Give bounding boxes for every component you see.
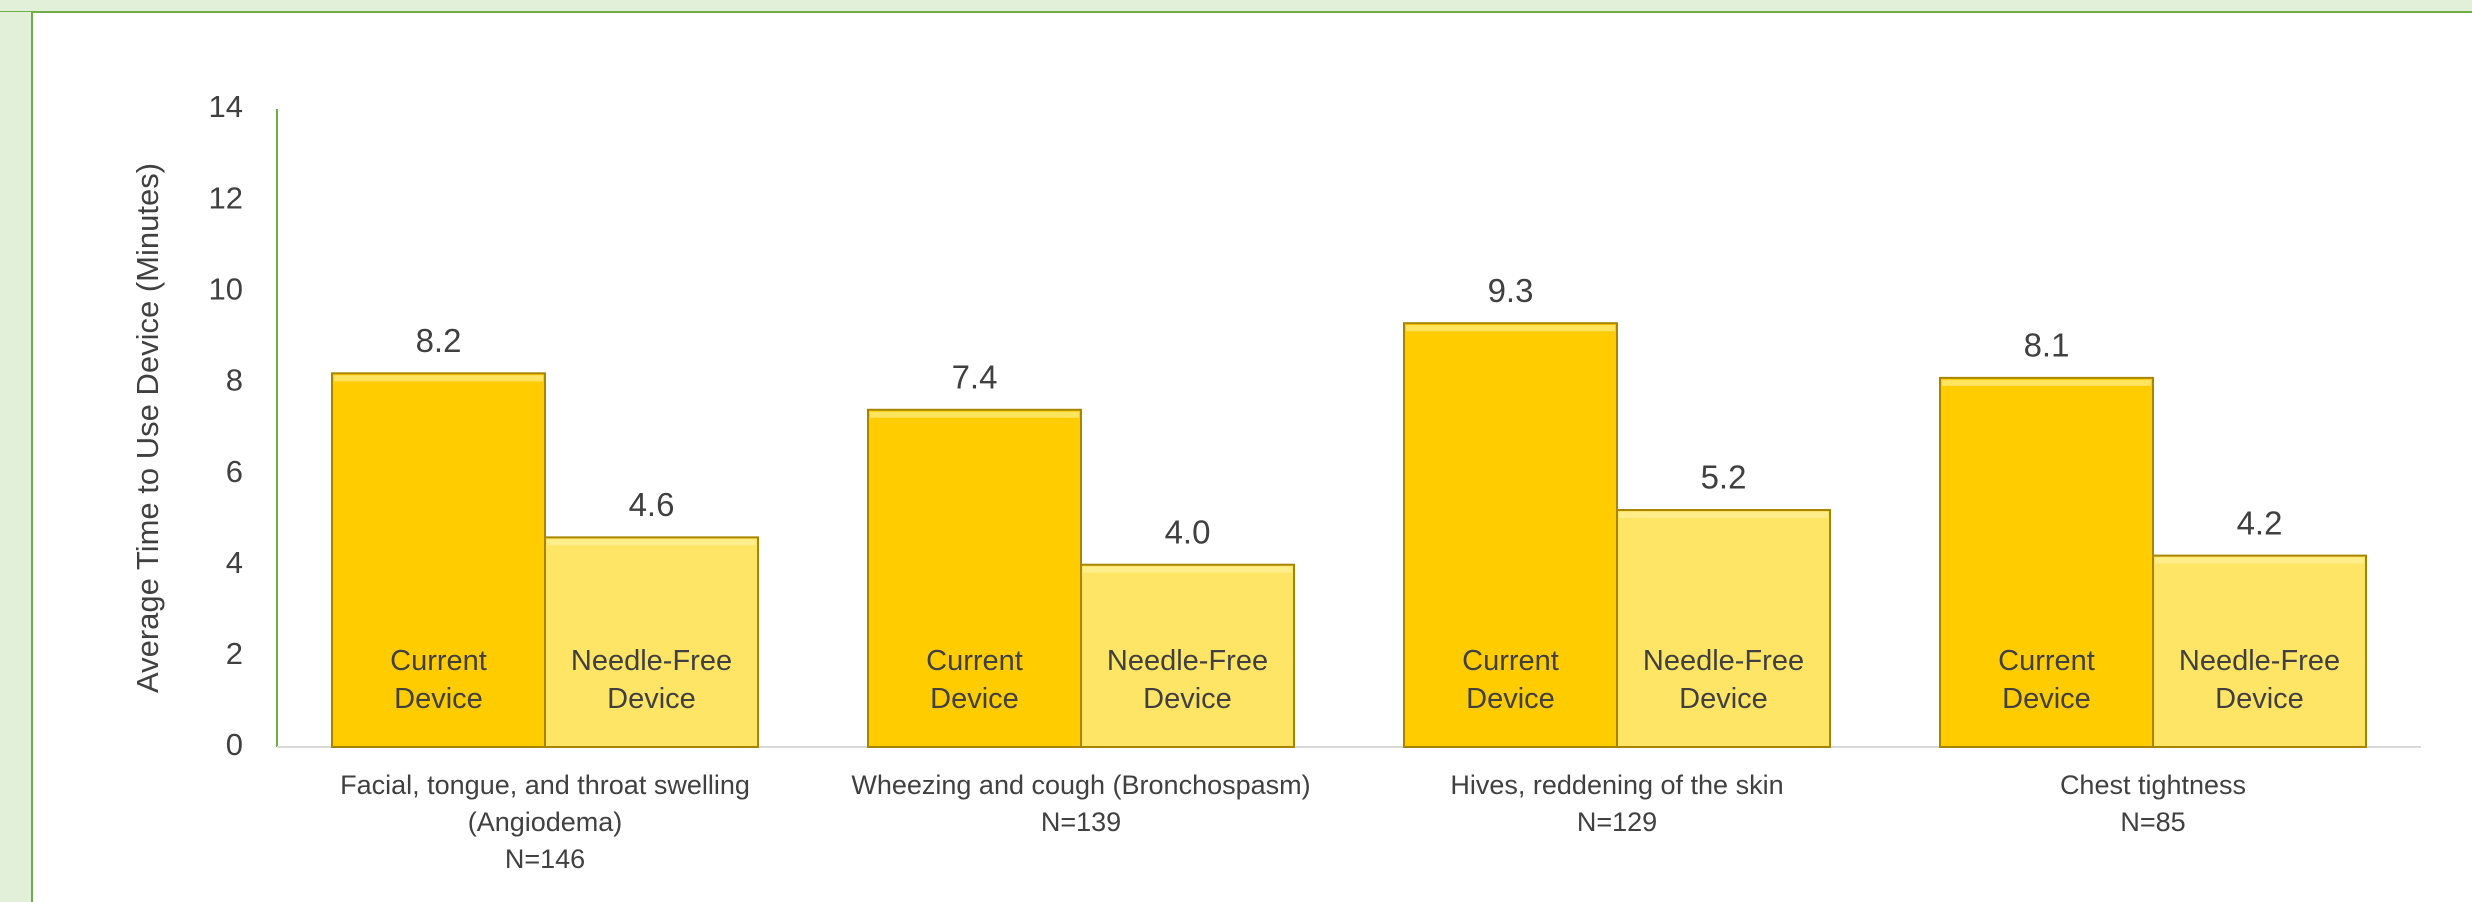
top-strip <box>0 0 2472 12</box>
bar <box>544 536 759 748</box>
category-label: Hives, reddening of the skin <box>1450 770 1784 800</box>
category-label: Wheezing and cough (Bronchospasm) <box>851 770 1311 800</box>
x-tick-label-box: Chest tightness N=85 <box>1903 767 2403 841</box>
bar <box>331 372 546 748</box>
x-tick-label: Chest tightness N=85 <box>1903 767 2403 841</box>
bar-bevel <box>1942 379 2151 386</box>
bar-series-label: Needle-Free Device <box>1107 645 1268 715</box>
x-tick-label: Facial, tongue, and throat swelling (Ang… <box>295 767 795 878</box>
bar-series-label-line: Device <box>1143 683 1232 715</box>
bar-series-label-line: Device <box>607 683 696 715</box>
bar-series-label-line: Needle-Free <box>571 645 732 677</box>
y-axis-label: Average Time to Use Device (Minutes) <box>130 163 165 693</box>
bar-series-label-line: Needle-Free <box>2179 645 2340 677</box>
bar <box>2152 554 2367 748</box>
value-label: 8.1 <box>2024 327 2070 364</box>
bar-series-label-line: Current <box>1998 645 2095 677</box>
bar-series-label: Needle-Free Device <box>2179 645 2340 715</box>
y-tick-label: 14 <box>209 89 243 124</box>
bar-series-label: Current Device <box>926 645 1023 715</box>
bar-series-label-line: Current <box>1462 645 1559 677</box>
value-label: 9.3 <box>1488 272 1534 309</box>
bar-bevel <box>334 375 543 382</box>
y-tick-label: 6 <box>226 454 243 489</box>
bar-series-label-line: Needle-Free <box>1643 645 1804 677</box>
bar-series-label-line: Needle-Free <box>1107 645 1268 677</box>
bar-bevel <box>1406 325 1615 332</box>
x-tick-label-box: Hives, reddening of the skin N=129 <box>1367 767 1867 841</box>
sample-size-label: N=139 <box>1040 807 1122 837</box>
bar-series-label: Current Device <box>1998 645 2095 715</box>
sample-size-label: N=146 <box>504 844 586 874</box>
x-tick-label-box: Facial, tongue, and throat swelling (Ang… <box>295 767 795 878</box>
bar-bevel <box>547 539 756 546</box>
bar-bevel <box>2155 557 2364 564</box>
bar-series-label-line: Current <box>926 645 1023 677</box>
bar-series-label-line: Device <box>2002 683 2091 715</box>
category-label: Facial, tongue, and throat swelling (Ang… <box>340 770 750 837</box>
bar-series-label: Current Device <box>1462 645 1559 715</box>
y-tick-label: 10 <box>209 271 243 306</box>
bar-series-label-line: Device <box>2215 683 2304 715</box>
value-label: 4.6 <box>629 486 675 523</box>
y-tick-label: 0 <box>226 727 243 762</box>
bar-series-label-line: Current <box>390 645 487 677</box>
y-tick-label: 2 <box>226 636 243 671</box>
value-label: 4.0 <box>1165 513 1211 550</box>
y-tick-label: 8 <box>226 363 243 398</box>
bar-bevel <box>870 411 1079 418</box>
value-label: 7.4 <box>952 358 998 395</box>
bar-bevel <box>1619 512 1828 519</box>
bar-series-label: Needle-Free Device <box>571 645 732 715</box>
y-tick-label: 12 <box>209 180 243 215</box>
bar-series-label: Current Device <box>390 645 487 715</box>
bar-series-label-line: Device <box>1466 683 1555 715</box>
sample-size-label: N=85 <box>2120 807 2186 837</box>
value-label: 5.2 <box>1701 459 1747 496</box>
bar <box>1616 509 1831 748</box>
bar <box>1403 322 1618 748</box>
bar <box>1939 376 2154 748</box>
x-tick-label: Wheezing and cough (Bronchospasm) N=139 <box>831 767 1331 841</box>
x-tick-label-box: Wheezing and cough (Bronchospasm) N=139 <box>831 767 1331 841</box>
bar <box>867 408 1082 748</box>
bar-series-label-line: Device <box>1679 683 1768 715</box>
sample-size-label: N=129 <box>1576 807 1658 837</box>
bar-bevel <box>1083 566 1292 573</box>
value-label: 4.2 <box>2237 504 2283 541</box>
x-tick-label: Hives, reddening of the skin N=129 <box>1367 767 1867 841</box>
bar-series-label-line: Device <box>930 683 1019 715</box>
bar-series-label-line: Device <box>394 683 483 715</box>
category-label: Chest tightness <box>2059 770 2247 800</box>
bar-series-label: Needle-Free Device <box>1643 645 1804 715</box>
y-tick-label: 4 <box>226 545 243 580</box>
bar <box>1080 563 1295 749</box>
left-strip <box>0 12 32 902</box>
value-label: 8.2 <box>416 322 462 359</box>
